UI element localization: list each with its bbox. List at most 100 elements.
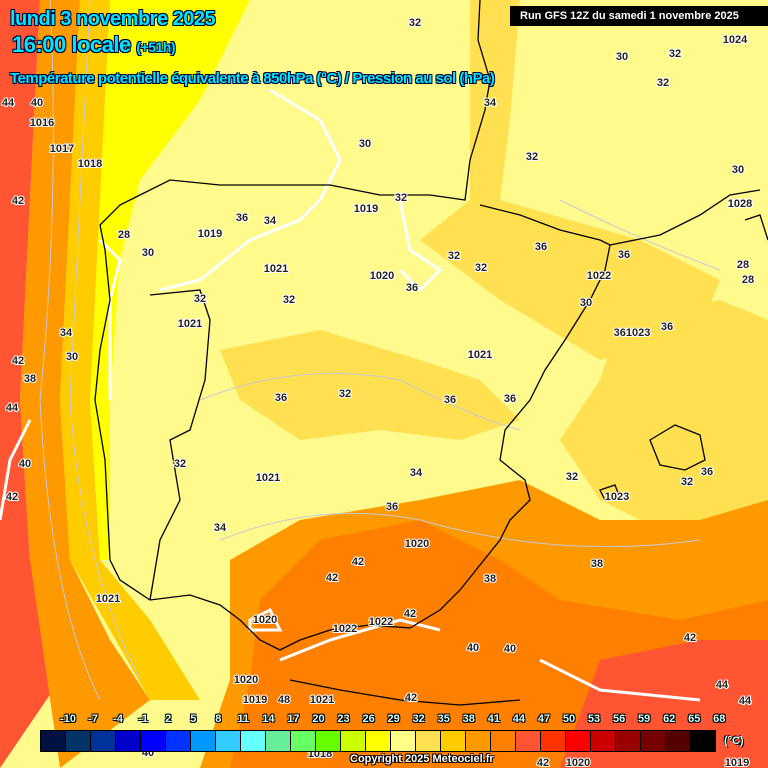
- theta-contours: [39, 0, 721, 701]
- contour-label: 1021: [468, 349, 492, 361]
- contour-label: 34: [410, 467, 423, 479]
- contour-label: 38: [484, 573, 496, 585]
- legend-tick: 23: [337, 713, 350, 725]
- contour-label: 32: [194, 293, 206, 305]
- field-interior-gold: [220, 330, 520, 440]
- field-north-gold: [420, 0, 720, 360]
- contour-label: 1019: [354, 203, 378, 215]
- contour-label: 32: [395, 192, 407, 204]
- forecast-date: lundi 3 novembre 2025: [10, 8, 216, 30]
- contour-label: 44: [716, 679, 729, 691]
- contour-label: 42: [405, 692, 417, 704]
- legend-swatch: [591, 731, 616, 751]
- field-west-gold: [60, 0, 200, 700]
- legend-swatch: [391, 731, 416, 751]
- contour-label: 30: [580, 297, 592, 309]
- legend-swatch: [541, 731, 566, 751]
- contour-label: 42: [12, 195, 24, 207]
- legend-unit: (°C): [724, 735, 744, 747]
- forecast-time: 16:00 locale (+51h): [12, 32, 175, 58]
- contour-label: 34: [214, 522, 227, 534]
- legend-swatch: [241, 731, 266, 751]
- legend-swatch: [316, 731, 341, 751]
- contour-label: 42: [404, 608, 416, 620]
- contour-label: 34: [60, 327, 73, 339]
- local-time: 16:00 locale: [12, 32, 131, 57]
- legend-tick: 29: [387, 713, 400, 725]
- legend-tick: -10: [60, 713, 76, 725]
- contour-label: 1024: [723, 34, 748, 46]
- legend-tick: 41: [487, 713, 500, 725]
- legend-tick: 44: [512, 713, 526, 725]
- legend-swatch: [516, 731, 541, 751]
- contour-label: 1022: [587, 270, 611, 282]
- contour-label: 40: [19, 458, 31, 470]
- contour-label: 1020: [234, 674, 258, 686]
- contour-label: 1019: [725, 757, 749, 768]
- contour-label: 32: [669, 48, 681, 60]
- contour-label: 36: [504, 393, 516, 405]
- contour-label: 30: [359, 138, 371, 150]
- contour-label: 30: [732, 164, 744, 176]
- contour-label: 32: [409, 17, 421, 29]
- contour-label: 36: [661, 321, 673, 333]
- contour-label: 30: [142, 247, 154, 259]
- contour-label: 36: [386, 501, 398, 513]
- legend-swatch: [291, 731, 316, 751]
- contour-label: 40: [504, 643, 516, 655]
- legend-tick: 35: [437, 713, 450, 725]
- contour-label: 1017: [50, 143, 74, 155]
- legend-tick: 17: [287, 713, 300, 725]
- contour-label: 32: [174, 458, 186, 470]
- contour-label: 32: [283, 294, 295, 306]
- legend-swatch: [666, 731, 691, 751]
- field-west-red: [0, 0, 60, 768]
- contour-label: 42: [684, 632, 696, 644]
- legend-tick: 26: [362, 713, 375, 725]
- legend-swatch: [41, 731, 66, 751]
- contour-label: 34: [264, 215, 277, 227]
- contour-label: 36: [275, 392, 287, 404]
- legend-tick: 8: [215, 713, 222, 725]
- contour-label: 30: [616, 51, 628, 63]
- legend-tick: 65: [688, 713, 701, 725]
- contour-label: 1019: [198, 228, 222, 240]
- contour-label: 1019: [243, 694, 267, 706]
- legend-tick: 50: [562, 713, 576, 725]
- isobars: [0, 88, 701, 702]
- legend-swatch: [441, 731, 466, 751]
- contour-label: 36: [236, 212, 248, 224]
- legend-tick: 5: [190, 713, 197, 725]
- contour-label: 36: [535, 241, 547, 253]
- legend-tick: -7: [88, 713, 98, 725]
- legend-tick: 38: [462, 713, 475, 725]
- contour-label: 1018: [78, 158, 102, 170]
- contour-label: 1020: [566, 757, 590, 768]
- legend-tick: 11: [237, 713, 250, 725]
- legend-swatch: [166, 731, 191, 751]
- contour-label: 36: [444, 394, 456, 406]
- contour-label: 32: [339, 388, 351, 400]
- legend-swatch: [466, 731, 491, 751]
- contour-label: 42: [12, 355, 24, 367]
- coastlines: [94, 0, 768, 706]
- legend-tick: -1: [138, 713, 149, 725]
- contour-label: 36: [618, 249, 630, 261]
- contour-label: 1022: [369, 616, 393, 628]
- legend-swatch: [416, 731, 441, 751]
- contour-label: 32: [657, 77, 669, 89]
- legend-swatch: [191, 731, 216, 751]
- legend-swatch: [691, 731, 715, 751]
- legend-tick: 47: [537, 713, 551, 725]
- contour-label: 32: [475, 262, 487, 274]
- contour-label: 44: [2, 97, 15, 109]
- legend-tick: 59: [638, 713, 651, 725]
- contour-label: 361023: [614, 327, 651, 339]
- contour-label: 32: [566, 471, 578, 483]
- contour-label: 1021: [264, 263, 288, 275]
- contour-label: 34: [484, 97, 497, 109]
- legend-tick: 53: [587, 713, 601, 725]
- contour-label: 1021: [256, 472, 280, 484]
- contour-label: 42: [537, 757, 549, 768]
